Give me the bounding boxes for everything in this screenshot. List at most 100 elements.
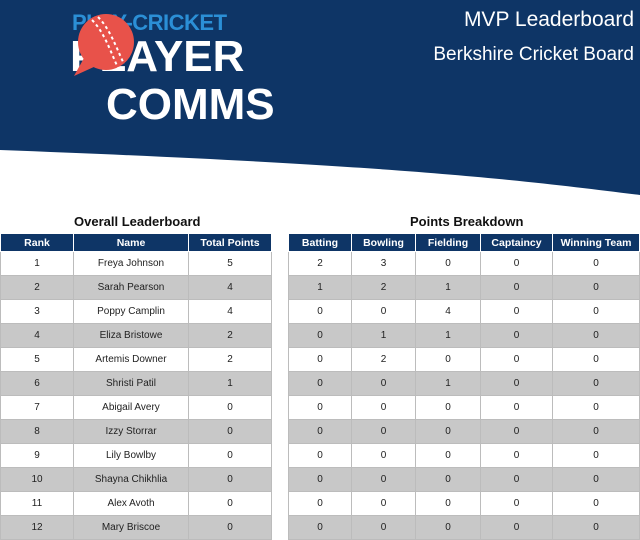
batting-cell: 0: [288, 323, 352, 348]
winning-team-cell: 0: [552, 491, 640, 516]
leaderboard-row: 8 Izzy Storrar 0: [0, 419, 272, 444]
player-name-cell: Poppy Camplin: [73, 299, 189, 324]
leaderboard-row: 11 Alex Avoth 0: [0, 491, 272, 516]
player-name-cell: Shayna Chikhlia: [73, 467, 189, 492]
captaincy-cell: 0: [480, 395, 553, 420]
captaincy-cell: 0: [480, 491, 553, 516]
winning-team-cell: 0: [552, 251, 640, 276]
batting-cell: 0: [288, 299, 352, 324]
player-name-cell: Izzy Storrar: [73, 419, 189, 444]
total-points-cell: 1: [188, 371, 272, 396]
leaderboard-row: 9 Lily Bowlby 0: [0, 443, 272, 468]
col-header-captaincy: Captaincy: [480, 233, 553, 252]
board-name: Berkshire Cricket Board: [433, 44, 634, 65]
total-points-cell: 0: [188, 467, 272, 492]
leaderboard-row: 6 Shristi Patil 1: [0, 371, 272, 396]
batting-cell: 0: [288, 347, 352, 372]
winning-team-cell: 0: [552, 371, 640, 396]
bowling-cell: 1: [351, 323, 416, 348]
rank-cell: 5: [0, 347, 74, 372]
breakdown-header-row: Batting Bowling Fielding Captaincy Winni…: [288, 233, 640, 252]
batting-cell: 0: [288, 419, 352, 444]
rank-cell: 7: [0, 395, 74, 420]
rank-cell: 4: [0, 323, 74, 348]
header-banner: PLAY-CRICKET PLAYER COMMS MVP Leaderboar…: [0, 0, 640, 195]
total-points-cell: 0: [188, 443, 272, 468]
player-name-cell: Shristi Patil: [73, 371, 189, 396]
batting-cell: 1: [288, 275, 352, 300]
cricket-ball-speech-bubble-icon: [74, 14, 134, 76]
winning-team-cell: 0: [552, 467, 640, 492]
points-breakdown-table: Batting Bowling Fielding Captaincy Winni…: [288, 233, 640, 540]
fielding-cell: 0: [415, 443, 481, 468]
captaincy-cell: 0: [480, 443, 553, 468]
fielding-cell: 0: [415, 467, 481, 492]
bowling-cell: 0: [351, 419, 416, 444]
leaderboard-row: 1 Freya Johnson 5: [0, 251, 272, 276]
captaincy-cell: 0: [480, 299, 553, 324]
rank-cell: 2: [0, 275, 74, 300]
play-cricket-logo: PLAY-CRICKET PLAYER COMMS: [70, 10, 330, 129]
player-name-cell: Alex Avoth: [73, 491, 189, 516]
leaderboard-row: 3 Poppy Camplin 4: [0, 299, 272, 324]
player-name-cell: Artemis Downer: [73, 347, 189, 372]
overall-leaderboard-title: Overall Leaderboard: [74, 214, 201, 229]
winning-team-cell: 0: [552, 419, 640, 444]
fielding-cell: 0: [415, 515, 481, 540]
leaderboard-row: 4 Eliza Bristowe 2: [0, 323, 272, 348]
points-breakdown-title: Points Breakdown: [410, 214, 524, 229]
winning-team-cell: 0: [552, 323, 640, 348]
report-title: MVP Leaderboard: [463, 8, 634, 31]
overall-leaderboard-table: Rank Name Total Points 1 Freya Johnson 5 2 S…: [0, 233, 272, 540]
winning-team-cell: 0: [552, 395, 640, 420]
col-header-batting: Batting: [288, 233, 352, 252]
total-points-cell: 4: [188, 299, 272, 324]
overall-header-row: Rank Name Total Points: [0, 233, 272, 252]
batting-cell: 0: [288, 395, 352, 420]
leaderboard-row: 5 Artemis Downer 2: [0, 347, 272, 372]
bowling-cell: 0: [351, 515, 416, 540]
col-header-winning-team: Winning Team: [552, 233, 640, 252]
total-points-cell: 4: [188, 275, 272, 300]
total-points-cell: 0: [188, 419, 272, 444]
leaderboard-row: 7 Abigail Avery 0: [0, 395, 272, 420]
captaincy-cell: 0: [480, 419, 553, 444]
rank-cell: 6: [0, 371, 74, 396]
batting-cell: 2: [288, 251, 352, 276]
winning-team-cell: 0: [552, 443, 640, 468]
logo-line3: COMMS: [106, 80, 275, 129]
player-name-cell: Lily Bowlby: [73, 443, 189, 468]
batting-cell: 0: [288, 443, 352, 468]
bowling-cell: 0: [351, 491, 416, 516]
bowling-cell: 0: [351, 443, 416, 468]
leaderboard-row: 2 Sarah Pearson 4: [0, 275, 272, 300]
batting-cell: 0: [288, 467, 352, 492]
player-name-cell: Abigail Avery: [73, 395, 189, 420]
total-points-cell: 5: [188, 251, 272, 276]
player-name-cell: Sarah Pearson: [73, 275, 189, 300]
bowling-cell: 2: [351, 347, 416, 372]
fielding-cell: 1: [415, 275, 481, 300]
header-background: [0, 0, 640, 195]
total-points-cell: 0: [188, 515, 272, 540]
fielding-cell: 1: [415, 371, 481, 396]
leaderboard-row: 10 Shayna Chikhlia 0: [0, 467, 272, 492]
fielding-cell: 0: [415, 251, 481, 276]
rank-cell: 9: [0, 443, 74, 468]
total-points-cell: 0: [188, 395, 272, 420]
player-name-cell: Eliza Bristowe: [73, 323, 189, 348]
batting-cell: 0: [288, 515, 352, 540]
player-name-cell: Freya Johnson: [73, 251, 189, 276]
fielding-cell: 0: [415, 395, 481, 420]
fielding-cell: 1: [415, 323, 481, 348]
